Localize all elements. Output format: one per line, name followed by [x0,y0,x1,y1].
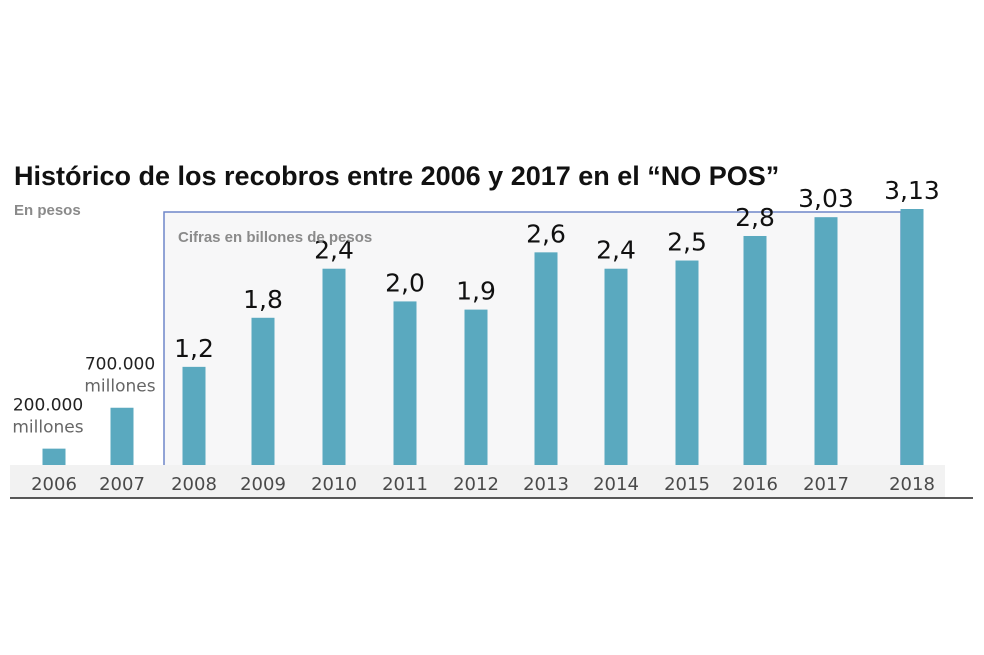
bar-2008 [182,366,206,465]
x-tick-2013: 2013 [523,474,569,495]
data-label-2012: 1,9 [456,277,496,306]
x-tick-2012: 2012 [453,474,499,495]
x-tick-2007: 2007 [99,474,145,495]
bar-2009 [251,317,275,465]
chart-subtitle: En pesos [14,202,81,219]
bar-2010 [322,268,346,465]
x-tick-2018: 2018 [889,474,935,495]
data-label-2007-unit: millones [84,377,155,397]
x-tick-2010: 2010 [311,474,357,495]
bar-2012 [464,309,488,465]
data-label-2018: 3,13 [884,176,940,205]
data-label-2011: 2,0 [385,268,425,297]
data-label-2010: 2,4 [314,236,354,265]
inset-label: Cifras en billones de pesos [178,229,372,246]
x-tick-2009: 2009 [240,474,286,495]
x-tick-2017: 2017 [803,474,849,495]
bar-2013 [534,252,558,465]
x-tick-2006: 2006 [31,474,77,495]
data-label-2015: 2,5 [667,228,707,257]
x-tick-2015: 2015 [664,474,710,495]
data-label-2017: 3,03 [798,184,854,213]
bar-2015 [675,260,699,465]
inset-panel [164,212,901,465]
bar-2007 [110,407,134,465]
bar-2011 [393,301,417,465]
data-label-2013: 2,6 [526,219,566,248]
data-label-2007-value: 700.000 [85,355,155,375]
bar-2017 [814,217,838,465]
chart-title: Histórico de los recobros entre 2006 y 2… [14,161,779,191]
bar-2016 [743,235,767,465]
axis-band [10,465,945,498]
x-tick-2011: 2011 [382,474,428,495]
x-tick-2016: 2016 [732,474,778,495]
data-label-2006-unit: millones [12,418,83,438]
data-label-2016: 2,8 [735,203,775,232]
data-label-2009: 1,8 [243,285,283,314]
data-label-2006-value: 200.000 [13,396,83,416]
data-label-2008: 1,2 [174,334,214,363]
bar-2018 [900,209,924,465]
x-tick-2014: 2014 [593,474,639,495]
bar-2014 [604,268,628,465]
data-label-2014: 2,4 [596,236,636,265]
bar-2006 [42,448,66,465]
x-tick-2008: 2008 [171,474,217,495]
